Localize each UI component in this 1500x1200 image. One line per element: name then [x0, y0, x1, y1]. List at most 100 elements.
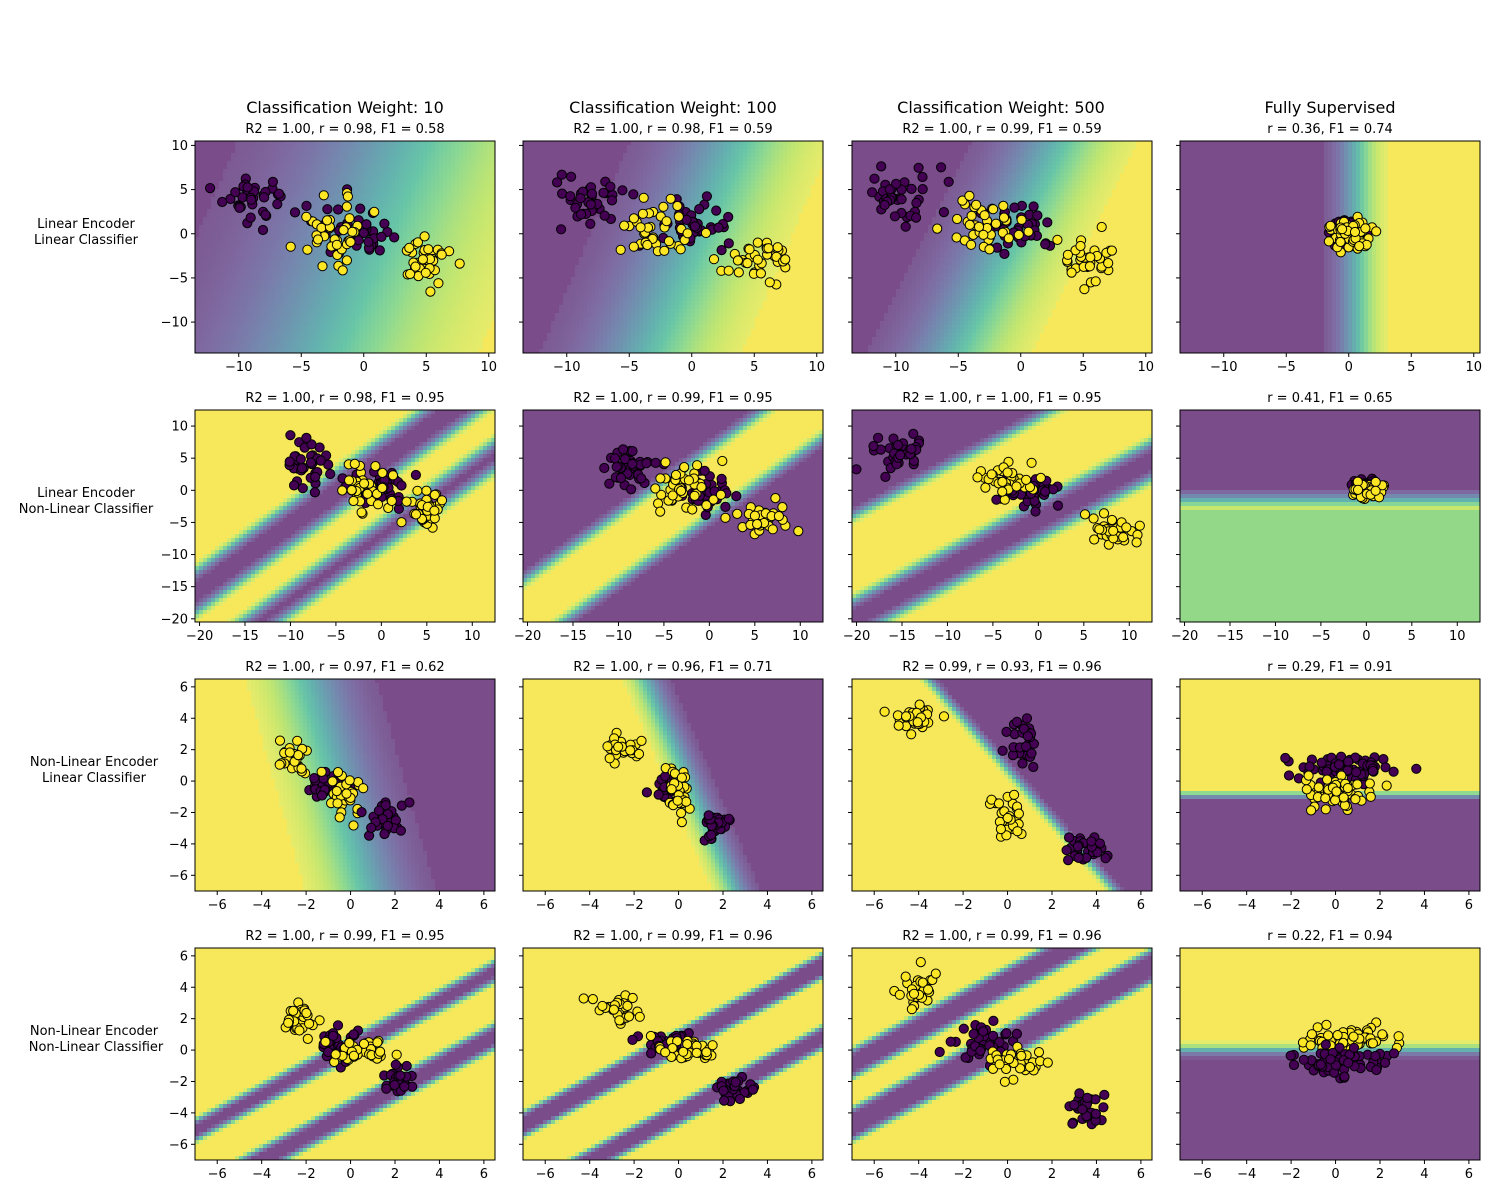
- data-point-class-0: [1340, 1072, 1349, 1081]
- data-point-class-0: [852, 465, 861, 474]
- y-tick-label: 2: [180, 743, 188, 758]
- x-tick-label: 2: [1048, 898, 1056, 913]
- data-point-class-1: [768, 525, 777, 534]
- data-point-class-0: [1352, 768, 1361, 777]
- y-tick-label: 4: [180, 712, 188, 727]
- data-point-class-0: [587, 189, 596, 198]
- data-point-class-1: [693, 461, 702, 470]
- data-point-class-1: [1321, 805, 1330, 814]
- y-tick-label: 5: [180, 452, 188, 467]
- data-point-class-1: [285, 748, 294, 757]
- data-point-class-1: [321, 1037, 330, 1046]
- data-point-class-0: [1043, 218, 1052, 227]
- data-point-class-1: [373, 1038, 382, 1047]
- data-point-class-1: [1012, 482, 1021, 491]
- data-point-class-1: [659, 202, 668, 211]
- subplot-title: r = 0.41, F1 = 0.65: [1267, 391, 1393, 406]
- data-point-class-0: [976, 1046, 985, 1055]
- x-tick-label: 2: [1376, 898, 1384, 913]
- data-point-class-1: [721, 513, 730, 522]
- data-point-class-1: [1349, 1032, 1358, 1041]
- data-point-class-0: [273, 200, 282, 209]
- row-label-1-line-1: Linear Encoder: [37, 486, 135, 501]
- x-tick-label: 5: [422, 360, 430, 375]
- data-point-class-1: [894, 721, 903, 730]
- data-point-class-0: [260, 193, 269, 202]
- x-tick-label: 10: [1465, 360, 1482, 375]
- data-point-class-0: [382, 1084, 391, 1093]
- data-point-class-0: [607, 196, 616, 205]
- data-point-class-1: [733, 509, 742, 518]
- data-point-class-1: [667, 785, 676, 794]
- x-tick-label: −5: [292, 360, 311, 375]
- data-point-class-1: [709, 255, 718, 264]
- data-point-class-0: [396, 826, 405, 835]
- y-tick-label: −4: [169, 837, 188, 852]
- x-tick-label: −5: [654, 629, 673, 644]
- data-point-class-1: [1351, 795, 1360, 804]
- data-point-class-0: [748, 1085, 757, 1094]
- data-point-class-0: [654, 790, 663, 799]
- x-tick-label: −20: [186, 629, 213, 644]
- data-point-class-1: [603, 742, 612, 751]
- data-point-class-1: [967, 211, 976, 220]
- data-point-class-1: [1107, 246, 1116, 255]
- data-point-class-1: [965, 220, 974, 229]
- data-point-class-1: [651, 484, 660, 493]
- data-point-class-1: [1000, 1077, 1009, 1086]
- data-point-class-0: [1041, 487, 1050, 496]
- data-point-class-1: [1302, 785, 1311, 794]
- data-point-class-1: [588, 995, 597, 1004]
- data-point-class-0: [690, 222, 699, 231]
- data-point-class-1: [1004, 234, 1013, 243]
- data-point-class-0: [374, 806, 383, 815]
- data-point-class-1: [295, 1026, 304, 1035]
- data-point-class-1: [1343, 784, 1352, 793]
- data-point-class-1: [662, 217, 671, 226]
- data-point-class-0: [297, 464, 306, 473]
- x-tick-label: 6: [1465, 1167, 1473, 1182]
- x-tick-label: −2: [625, 898, 644, 913]
- x-tick-label: 5: [1080, 629, 1088, 644]
- data-point-class-1: [1014, 230, 1023, 239]
- data-point-class-0: [717, 474, 726, 483]
- data-point-class-0: [285, 457, 294, 466]
- data-point-class-0: [869, 442, 878, 451]
- data-point-class-0: [1344, 1058, 1353, 1067]
- data-point-class-1: [1109, 526, 1118, 535]
- data-point-class-1: [765, 278, 774, 287]
- y-tick-label: 4: [180, 981, 188, 996]
- x-tick-label: −4: [252, 1167, 271, 1182]
- x-tick-label: −10: [1262, 629, 1289, 644]
- data-point-class-1: [1022, 475, 1031, 484]
- data-point-class-1: [656, 474, 665, 483]
- data-point-class-1: [771, 494, 780, 503]
- data-point-class-1: [609, 1005, 618, 1014]
- data-point-class-1: [1306, 1041, 1315, 1050]
- data-point-class-1: [1135, 521, 1144, 530]
- data-point-class-0: [707, 830, 716, 839]
- data-point-class-0: [619, 445, 628, 454]
- data-point-class-0: [616, 473, 625, 482]
- data-point-class-1: [702, 1048, 711, 1057]
- data-point-class-1: [1323, 775, 1332, 784]
- data-point-class-0: [290, 481, 299, 490]
- data-point-class-0: [1286, 1051, 1295, 1060]
- data-point-class-1: [1010, 790, 1019, 799]
- data-point-class-0: [364, 237, 373, 246]
- y-tick-label: −2: [169, 806, 188, 821]
- x-tick-label: 0: [674, 1167, 682, 1182]
- data-point-class-0: [316, 456, 325, 465]
- data-point-class-1: [965, 191, 974, 200]
- x-tick-label: 4: [1420, 1167, 1428, 1182]
- x-tick-label: 0: [1017, 360, 1025, 375]
- data-point-class-0: [1299, 1055, 1308, 1064]
- data-point-class-1: [901, 972, 910, 981]
- data-point-class-1: [666, 194, 675, 203]
- data-point-class-1: [348, 227, 357, 236]
